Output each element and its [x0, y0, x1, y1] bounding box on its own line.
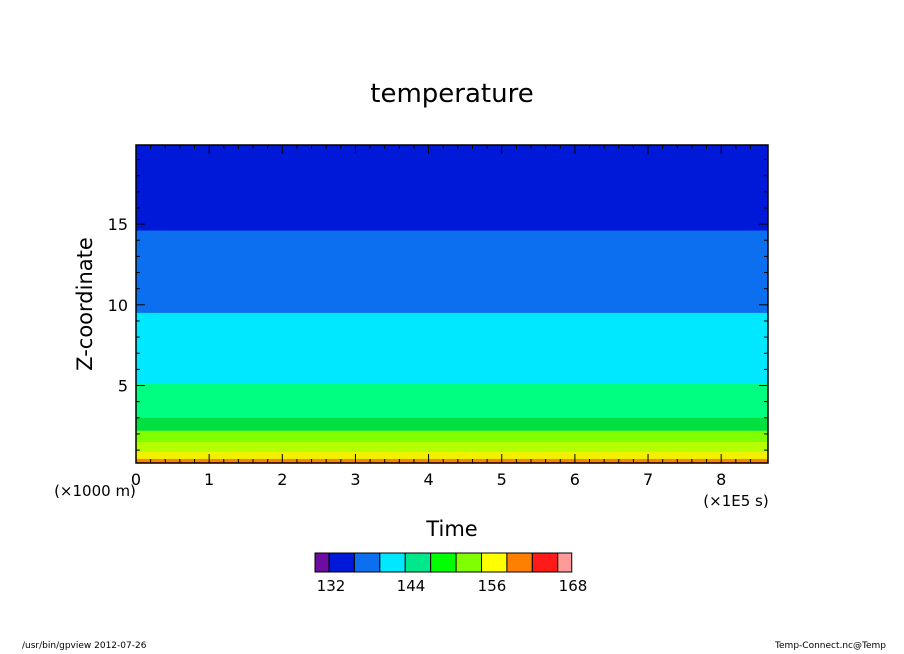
- x-tick-label: 2: [277, 470, 287, 489]
- contour-band: [136, 451, 768, 463]
- plot-area: [135, 144, 769, 464]
- x-unit-label: (×1E5 s): [703, 492, 768, 510]
- x-axis-label: Time: [425, 517, 477, 541]
- colorbar-swatch: [506, 552, 533, 573]
- colorbar-tick-label: 168: [559, 577, 588, 595]
- colorbar-tick-label: 156: [478, 577, 507, 595]
- y-unit-label: (×1000 m): [54, 482, 136, 500]
- colorbar-swatch: [557, 552, 573, 573]
- colorbar-tick-label: 144: [397, 577, 426, 595]
- colorbar-swatch: [531, 552, 559, 573]
- x-tick-label: 7: [643, 470, 653, 489]
- colorbar-swatch: [314, 552, 330, 573]
- colorbar-swatch: [353, 552, 381, 573]
- x-tick-label: 6: [570, 470, 580, 489]
- x-tick-label: 1: [204, 470, 214, 489]
- x-tick-label: 4: [423, 470, 433, 489]
- colorbar: 132 144 156 168: [314, 552, 588, 595]
- y-tick-label: 15: [108, 215, 128, 234]
- colorbar-swatch: [430, 552, 457, 573]
- x-tick-label: 5: [497, 470, 507, 489]
- x-tick-label: 8: [716, 470, 726, 489]
- colorbar-swatch: [404, 552, 432, 573]
- contour-band: [136, 458, 768, 463]
- colorbar-tick-label: 132: [317, 577, 346, 595]
- y-tick-label: 10: [108, 296, 128, 315]
- colorbar-swatch: [481, 552, 508, 573]
- x-axis: 0 1 2 3 4 5 6 7 8: [131, 145, 751, 489]
- colorbar-swatch: [455, 552, 483, 573]
- colorbar-swatch: [379, 552, 406, 573]
- x-tick-label: 3: [350, 470, 360, 489]
- colorbar-swatch: [328, 552, 355, 573]
- y-axis: 5 10 15: [108, 159, 768, 451]
- x-tick-label: 0: [131, 470, 141, 489]
- y-axis-label: Z-coordinate: [73, 237, 97, 371]
- chart-title: temperature: [370, 79, 533, 109]
- plot-frame: [135, 144, 769, 464]
- y-tick-label: 5: [118, 377, 128, 396]
- footer-command: /usr/bin/gpview 2012-07-26: [22, 641, 147, 651]
- footer-source: Temp-Connect.nc@Temp: [775, 641, 886, 651]
